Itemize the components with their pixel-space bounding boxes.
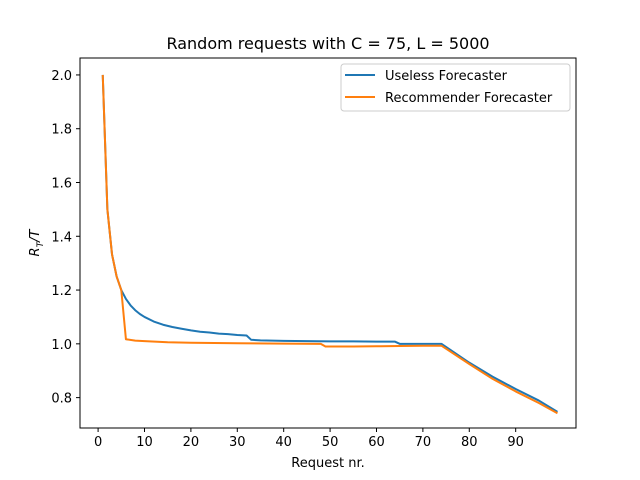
chart-title: Random requests with C = 75, L = 5000 (166, 34, 489, 53)
legend: Useless Forecaster Recommender Forecaste… (340, 63, 571, 112)
x-axis-label: Request nr. (291, 456, 364, 471)
plot-frame (79, 57, 577, 429)
series-line-useless (101, 74, 558, 413)
y-tick-label: 2.0 (51, 69, 72, 84)
y-tick-label: 1.8 (51, 123, 72, 138)
x-tick-label: 60 (368, 435, 385, 450)
y-tick-label: 1.4 (51, 230, 72, 245)
series-layer (101, 74, 558, 415)
x-tick-label: 10 (136, 435, 153, 450)
x-tick-label: 90 (507, 435, 524, 450)
x-tick-label: 30 (229, 435, 246, 450)
y-axis: 0.8 1.0 1.2 1.4 1.6 1.8 2.0 (51, 69, 80, 407)
series-line-recommender (101, 74, 558, 415)
x-tick-label: 0 (94, 435, 102, 450)
x-axis: 0 10 20 30 40 50 60 70 80 90 (94, 428, 524, 450)
y-tick-label: 0.8 (51, 392, 72, 407)
y-axis-label-tail: /T (28, 229, 43, 243)
x-tick-label: 50 (322, 435, 339, 450)
y-axis-label: RT/T (28, 229, 46, 257)
x-tick-label: 40 (275, 435, 292, 450)
x-tick-label: 20 (183, 435, 200, 450)
y-tick-label: 1.2 (51, 284, 72, 299)
legend-label-recommender: Recommender Forecaster (385, 91, 553, 106)
y-tick-label: 1.6 (51, 176, 72, 191)
legend-label-useless: Useless Forecaster (385, 69, 508, 84)
legend-box (340, 63, 571, 112)
y-tick-label: 1.0 (51, 338, 72, 353)
y-axis-label-subscript: T (36, 240, 46, 247)
x-tick-label: 80 (461, 435, 478, 450)
x-tick-label: 70 (415, 435, 432, 450)
y-axis-label-main: R (28, 247, 43, 256)
